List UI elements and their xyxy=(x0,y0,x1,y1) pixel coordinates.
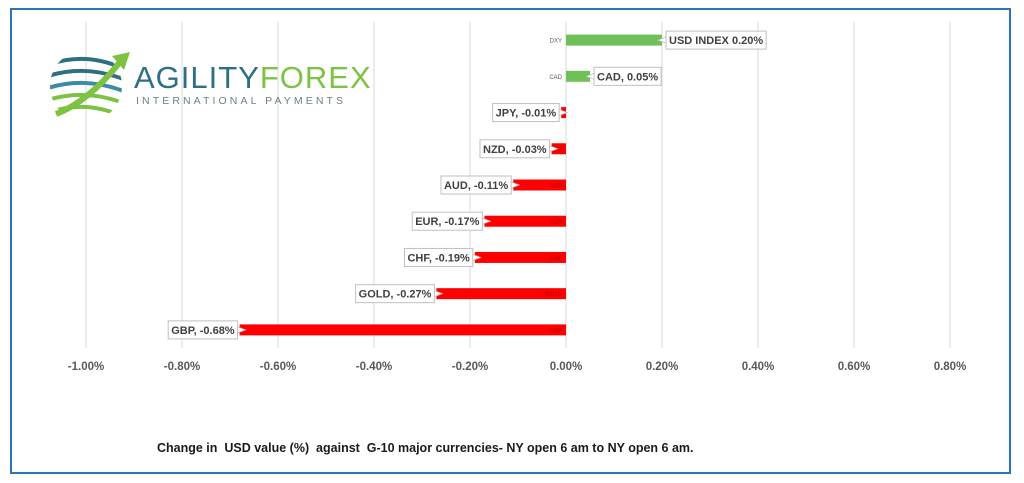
data-label-pointer xyxy=(481,217,492,225)
data-label: CHF, -0.19% xyxy=(407,252,470,264)
x-tick-label: -0.20% xyxy=(452,361,488,373)
logo-name-part1: AGILITY xyxy=(134,60,260,95)
category-label: GBP xyxy=(549,328,562,334)
bar xyxy=(551,143,566,155)
data-label: CAD, 0.05% xyxy=(597,71,658,83)
data-label: GBP, -0.68% xyxy=(171,325,235,337)
x-tick-label: -0.80% xyxy=(164,361,200,373)
data-label: NZD, -0.03% xyxy=(483,144,547,156)
x-tick-label: -0.40% xyxy=(356,361,392,373)
bar xyxy=(484,215,566,227)
bar xyxy=(566,70,590,82)
data-label: JPY, -0.01% xyxy=(496,108,557,120)
x-tick-label: 0.40% xyxy=(742,361,775,373)
logo-globe-icon xyxy=(50,52,130,118)
category-label: GOLD xyxy=(545,292,563,298)
category-label: CAD xyxy=(549,75,562,81)
x-tick-label: 0.20% xyxy=(646,361,679,373)
logo-wordmark: AGILITYFOREX xyxy=(134,60,372,96)
logo-name-part2: FOREX xyxy=(259,60,372,95)
chart-frame xyxy=(10,8,1011,474)
chart-caption: Change in USD value (%) against G-10 maj… xyxy=(157,441,694,455)
category-label: EUR xyxy=(549,220,562,226)
x-tick-label: -0.60% xyxy=(260,361,296,373)
bar xyxy=(436,288,566,300)
data-label-pointer xyxy=(558,108,569,117)
data-label: AUD, -0.11% xyxy=(444,180,508,192)
data-label: EUR, -0.17% xyxy=(415,216,479,228)
x-tick-label: -1.00% xyxy=(68,361,104,373)
agility-forex-logo: AGILITYFOREX INTERNATIONAL PAYMENTS xyxy=(48,44,371,124)
x-tick-label: 0.60% xyxy=(838,361,871,373)
category-label: DXY xyxy=(550,39,562,45)
data-label-pointer xyxy=(656,36,667,44)
data-label: GOLD, -0.27% xyxy=(359,289,432,301)
category-label: AUD xyxy=(549,184,562,190)
bar xyxy=(513,179,566,191)
data-label-pointer xyxy=(549,145,559,153)
data-label-pointer xyxy=(433,290,444,298)
bar xyxy=(474,251,566,263)
data-label-pointer xyxy=(472,253,482,262)
category-label: NZD xyxy=(550,147,563,153)
data-label: USD INDEX 0.20% xyxy=(669,35,763,47)
data-label-pointer xyxy=(237,326,247,334)
logo-tagline: INTERNATIONAL PAYMENTS xyxy=(136,95,347,107)
category-label: CHF xyxy=(550,256,563,262)
data-label-pointer xyxy=(584,72,595,80)
x-tick-label: 0.00% xyxy=(550,361,583,373)
bar xyxy=(239,324,566,336)
x-tick-label: 0.80% xyxy=(934,361,967,373)
data-label-pointer xyxy=(510,181,521,189)
bar xyxy=(566,34,662,46)
